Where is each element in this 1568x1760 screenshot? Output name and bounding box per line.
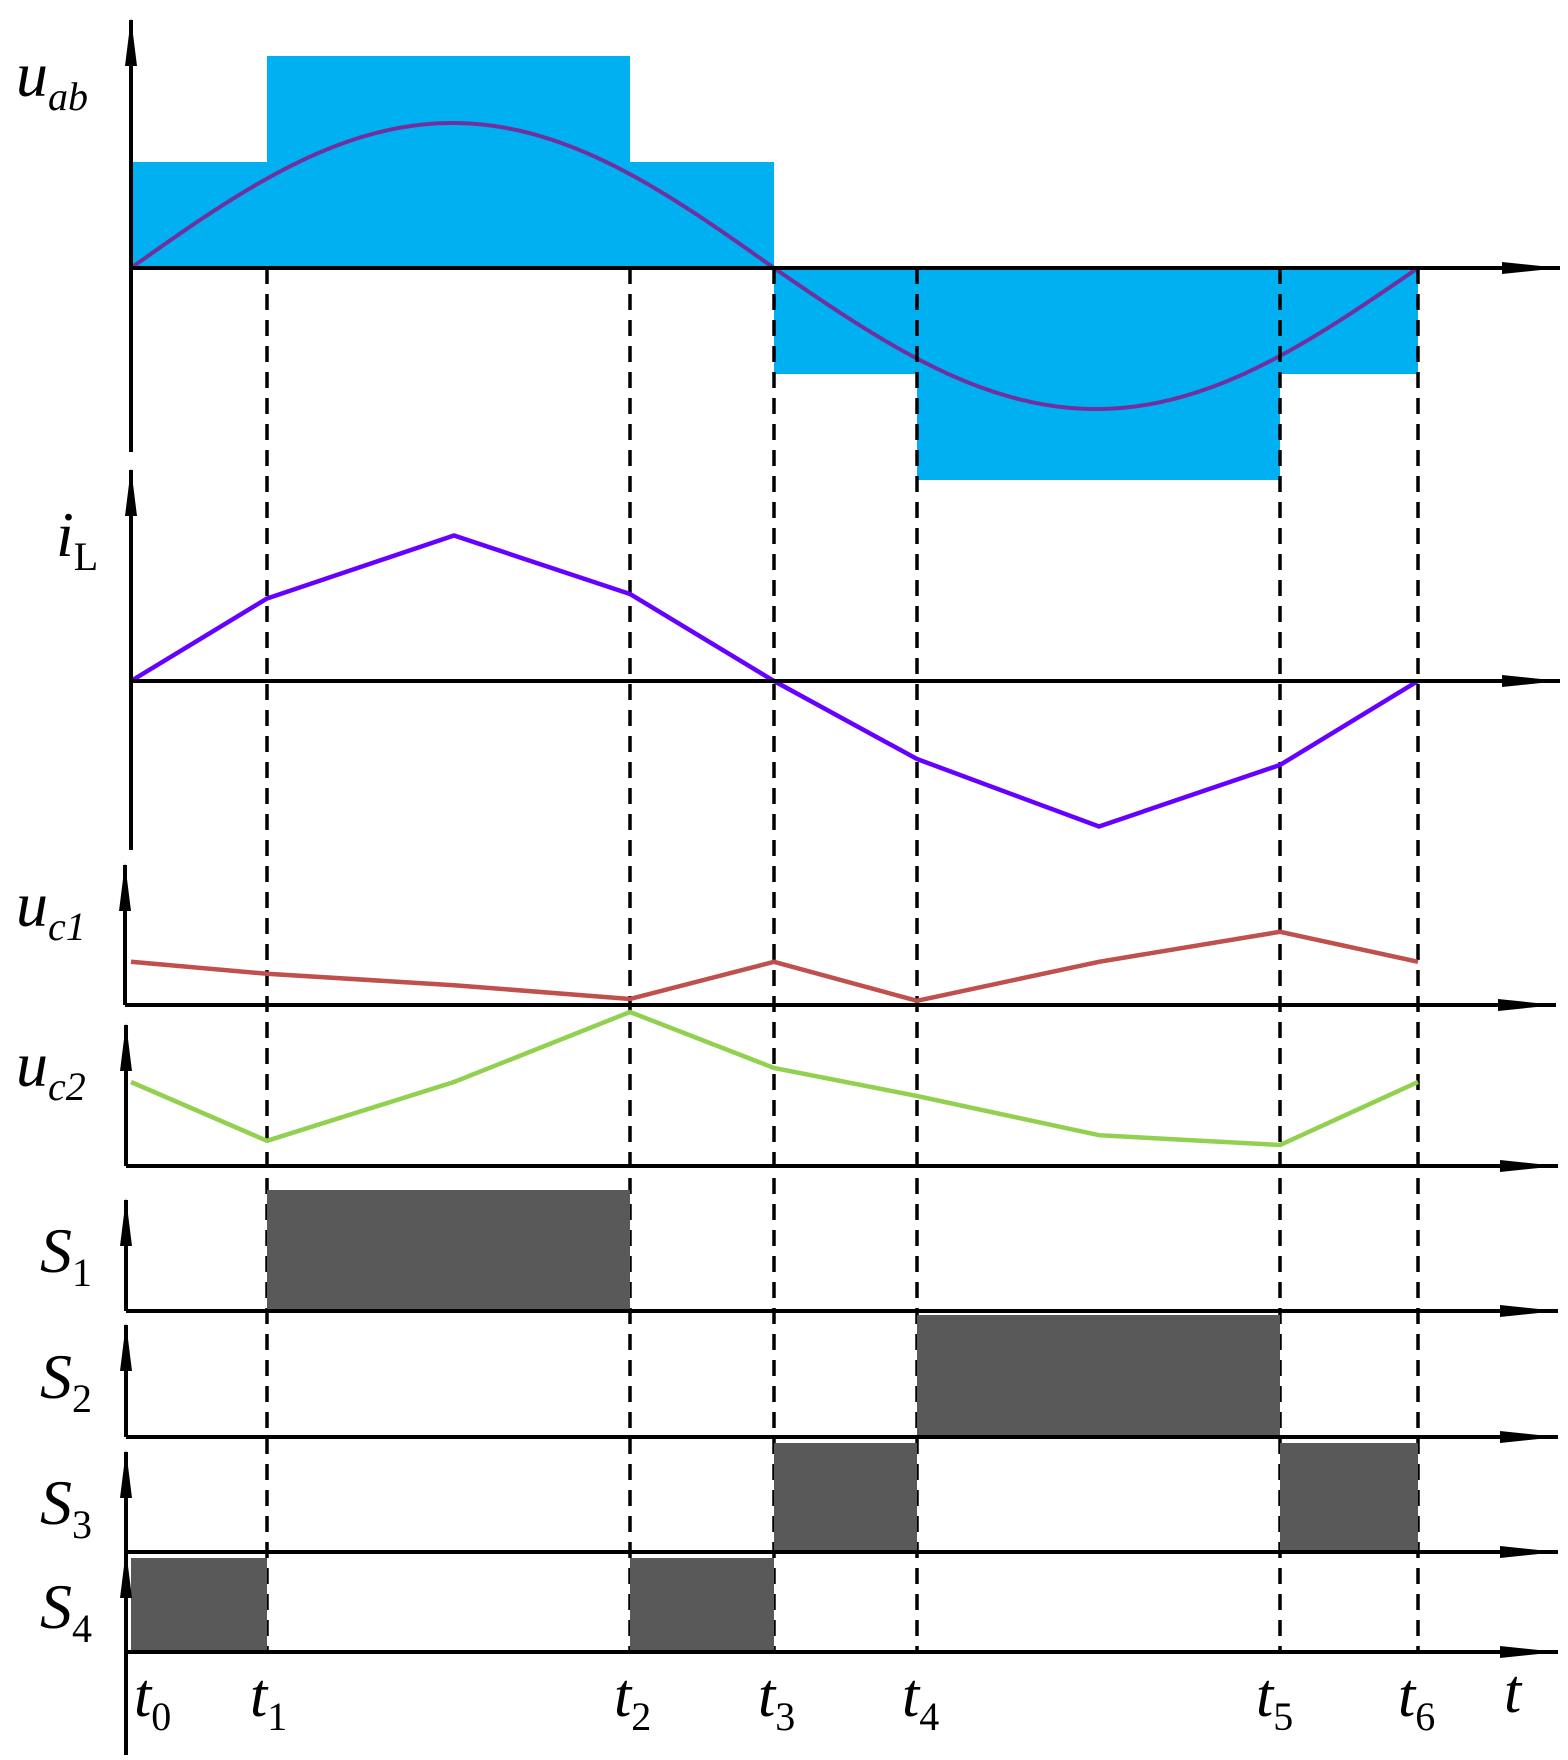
uab-label: uab [16,39,88,119]
t6-label: t6 [1398,1662,1435,1739]
t5-label: t5 [1256,1662,1293,1739]
s3-label: S3 [40,1467,92,1547]
s2-label: S2 [40,1341,92,1421]
S2-axes [120,1323,1558,1443]
uc2-axes [120,1023,1558,1172]
t2-label: t2 [614,1662,651,1739]
uab-level-block [267,56,630,268]
s3-on-blocks [774,1443,1418,1552]
uc1-axes [119,863,1556,1011]
time-axis-label: t [1504,1658,1523,1726]
s4-label: S4 [40,1571,92,1651]
s3-on-block [1280,1443,1418,1552]
s2-on-blocks [917,1315,1280,1437]
s1-on-blocks [267,1190,630,1311]
S3-axes [120,1450,1558,1558]
uc1-label: uc1 [16,869,86,949]
s2-on-block [917,1315,1280,1437]
time-marker-labels: t0 t1 t2 t3 t4 t5 t6 t [134,1658,1523,1739]
S4-axes [120,1550,1558,1755]
t1-label: t1 [250,1662,287,1739]
s4-on-blocks [131,1558,774,1652]
t0-label: t0 [134,1662,171,1739]
t3-label: t3 [758,1662,795,1739]
uc1-voltage-waveform [130,929,1419,1004]
s1-on-block [267,1190,630,1311]
s4-on-block [131,1558,267,1652]
S1-axes [120,1198,1558,1317]
s4-on-block [630,1558,774,1652]
s3-on-block [774,1443,917,1552]
iL-axes [125,468,1560,850]
uab-level-block [917,268,1280,480]
uc2-voltage-waveform [130,1009,1419,1148]
t4-label: t4 [902,1662,939,1739]
uab-voltage-blocks [131,56,1418,480]
uc2-label: uc2 [16,1029,86,1109]
iL-label: iL [56,499,98,579]
uab-axes [125,18,1560,452]
s1-label: S1 [40,1215,92,1295]
